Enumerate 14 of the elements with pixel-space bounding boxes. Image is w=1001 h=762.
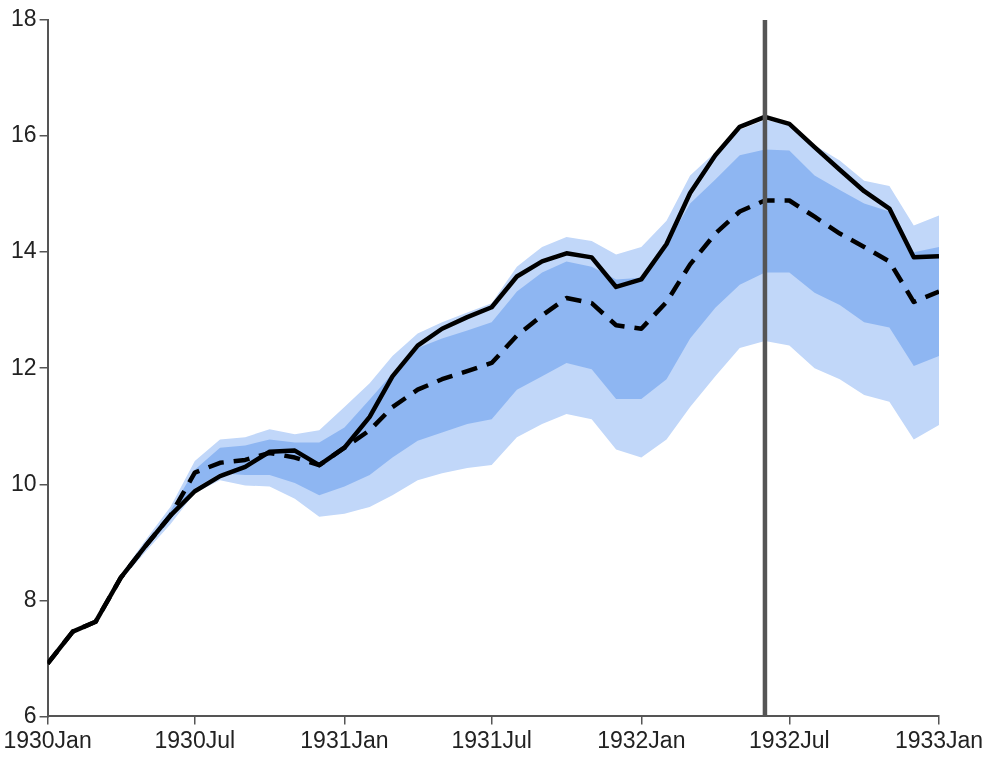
x-tick-label: 1931Jan bbox=[300, 726, 389, 753]
y-tick-label: 16 bbox=[10, 121, 37, 148]
y-tick-label: 10 bbox=[10, 469, 37, 496]
x-tick-label: 1932Jul bbox=[749, 726, 830, 753]
x-tick-label: 1930Jul bbox=[154, 726, 236, 753]
x-tick-label: 1931Jul bbox=[451, 726, 532, 753]
x-tick-label: 1932Jan bbox=[597, 726, 686, 753]
x-tick-label: 1933Jan bbox=[894, 726, 984, 753]
y-tick-label: 14 bbox=[10, 237, 37, 264]
x-tick-label: 1930Jan bbox=[3, 726, 92, 753]
y-tick-label: 12 bbox=[10, 353, 37, 380]
y-tick-label: 8 bbox=[23, 585, 37, 612]
y-tick-label: 6 bbox=[23, 701, 37, 728]
y-tick-label: 18 bbox=[10, 5, 37, 32]
